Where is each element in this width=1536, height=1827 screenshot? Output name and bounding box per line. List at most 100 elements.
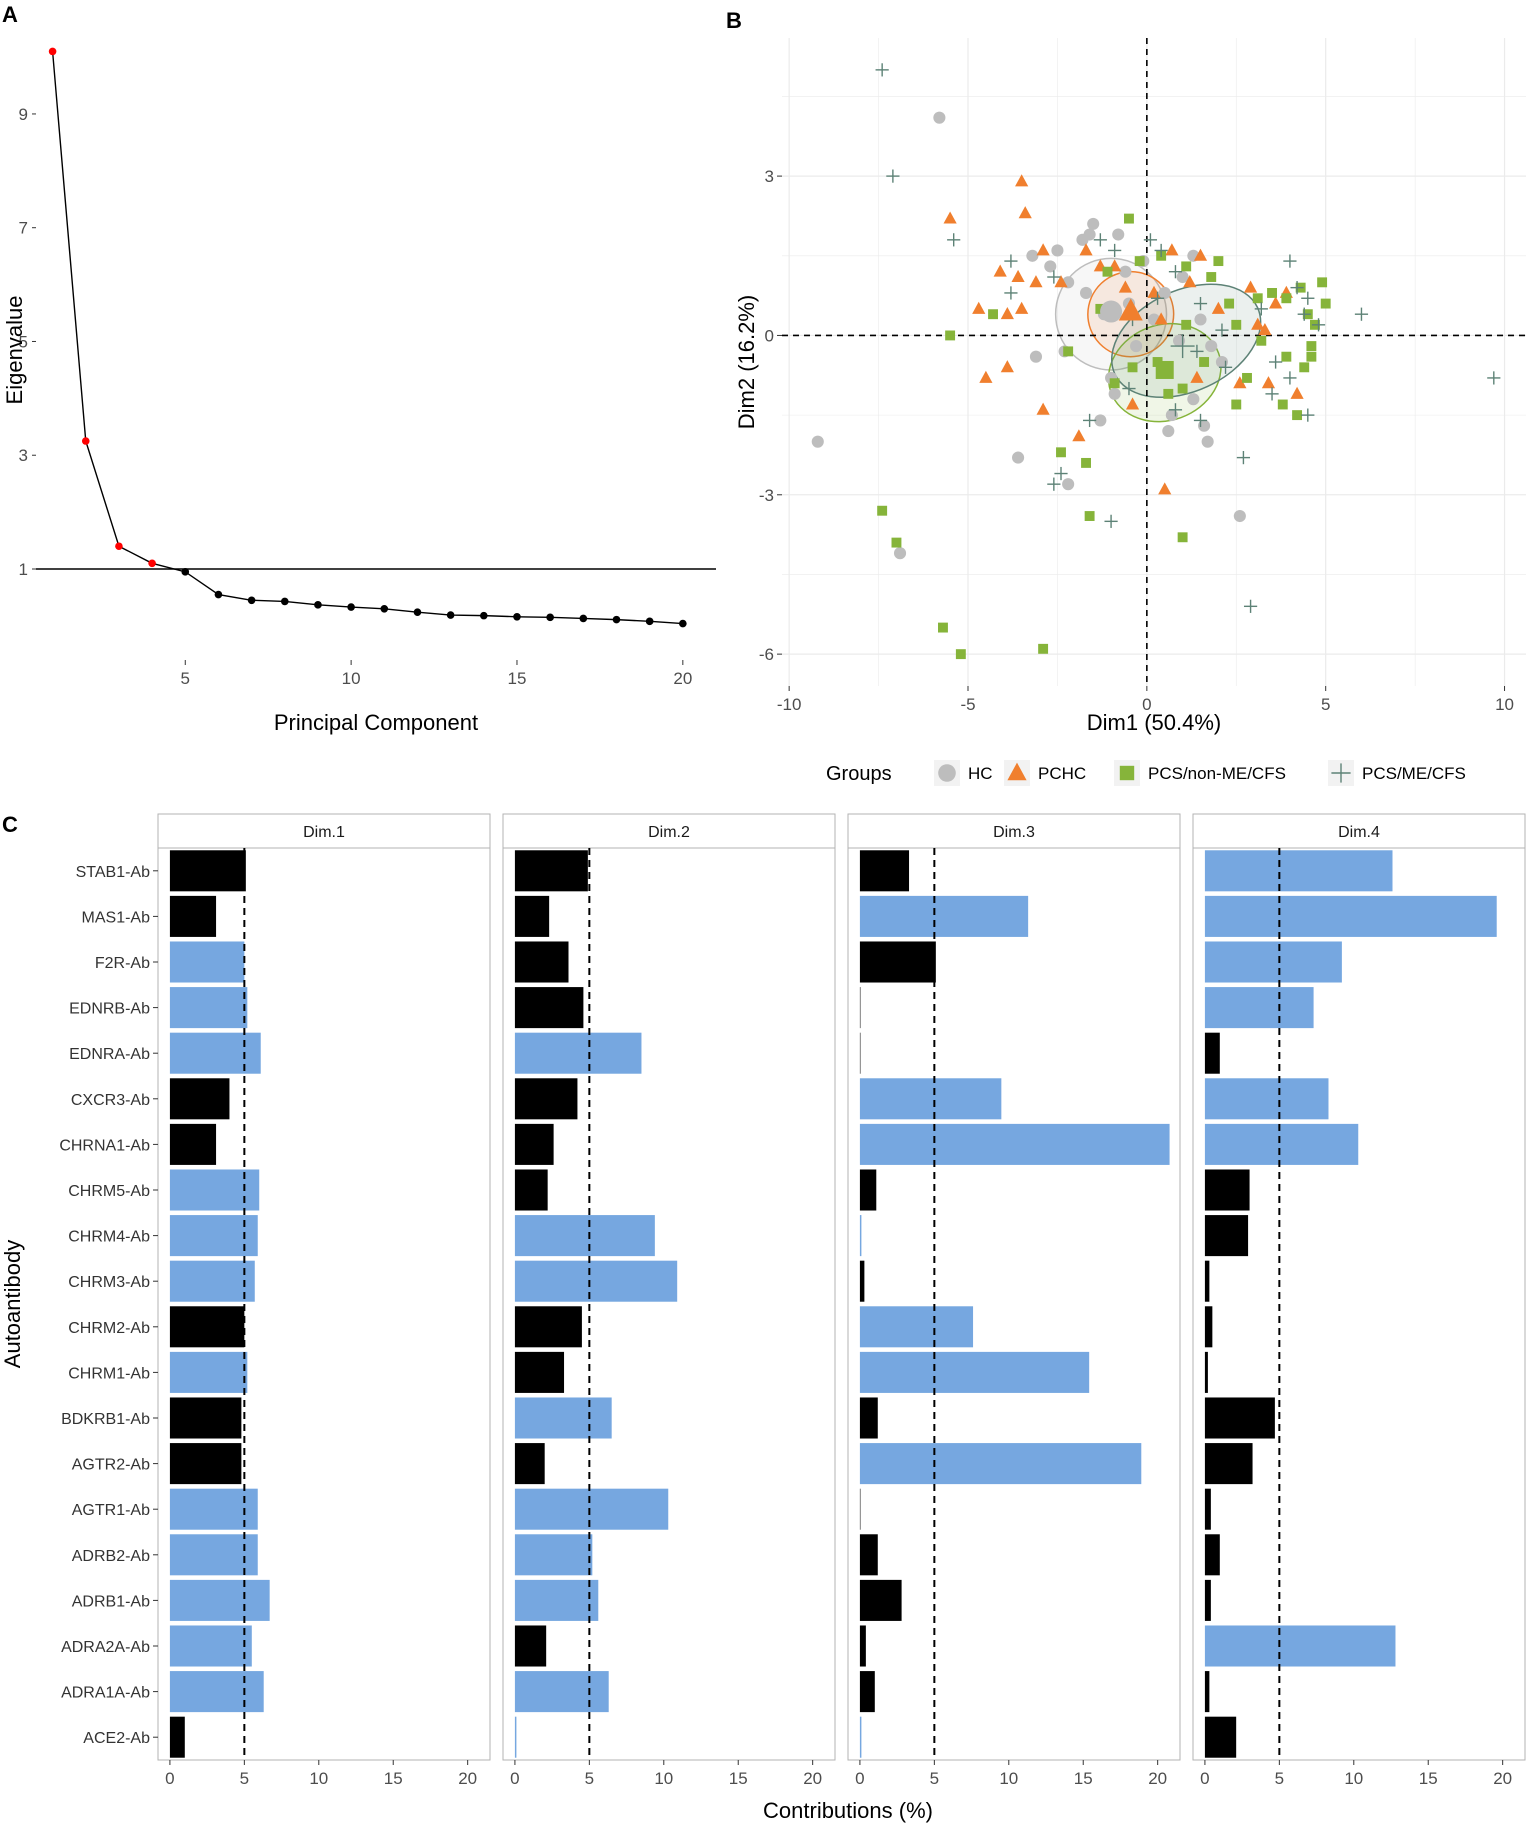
contribution-bar <box>514 1169 548 1211</box>
data-point <box>1281 293 1292 304</box>
x-tick-label: 15 <box>1074 1769 1093 1788</box>
contribution-bar <box>859 1306 974 1348</box>
y-axis-title: Eigenvalue <box>2 296 27 405</box>
panel-a-scree-plot: A 5 10 15 20 1 3 5 7 9 Principal Component Eigen… <box>2 2 716 735</box>
data-point <box>1215 323 1229 337</box>
contribution-bar <box>169 941 245 983</box>
contribution-bar <box>859 1169 877 1211</box>
contribution-bar <box>859 1579 902 1621</box>
x-tick-label: 0 <box>1200 1769 1209 1788</box>
category-label: ADRB1-Ab <box>72 1593 150 1610</box>
category-label: ADRA2A-Ab <box>61 1639 150 1656</box>
data-point <box>1004 286 1018 300</box>
data-point <box>1258 322 1272 336</box>
data-point <box>1236 451 1251 465</box>
data-point <box>1283 371 1297 385</box>
eigenvalue-point <box>380 605 389 613</box>
eigenvalue-point <box>181 568 190 576</box>
data-point <box>1277 399 1288 410</box>
data-point <box>1269 296 1283 309</box>
contribution-bar <box>859 987 861 1029</box>
facet-label: Dim.2 <box>648 824 690 841</box>
x-tick-label: 20 <box>1493 1769 1512 1788</box>
data-point <box>1015 174 1029 187</box>
y-tick-label: 1 <box>19 560 28 579</box>
panel-letter-c: C <box>2 812 18 837</box>
category-label: CHRM3-Ab <box>68 1274 150 1291</box>
data-point <box>1201 435 1214 448</box>
legend-symbol <box>1007 762 1027 781</box>
eigenvalue-point <box>679 619 687 628</box>
legend: Groups HC PCHC PCS/non-ME/CFS PCS/ME/CFS <box>826 760 1466 786</box>
contribution-bar <box>1204 941 1342 983</box>
data-point <box>1004 254 1018 268</box>
data-point <box>1054 466 1068 481</box>
contribution-bar <box>169 1625 252 1667</box>
data-point <box>1224 298 1235 309</box>
eigenvalue-point <box>645 617 654 626</box>
category-label: ADRA1A-Ab <box>61 1685 150 1702</box>
data-point <box>1177 532 1188 543</box>
y-tick-label: 7 <box>19 219 28 238</box>
data-point <box>1233 509 1246 523</box>
data-point <box>1051 244 1064 257</box>
x-tick-label: 20 <box>673 669 692 688</box>
x-tick-label: 5 <box>240 1769 249 1788</box>
eigenvalue-point <box>81 437 90 445</box>
data-point <box>955 649 966 660</box>
data-point <box>1306 351 1317 362</box>
facet-dim-3: Dim.3 0 5 10 15 20 <box>847 813 1181 1788</box>
x-tick-label: 10 <box>999 1769 1018 1788</box>
contribution-bar <box>1204 1488 1211 1530</box>
data-point <box>933 111 946 124</box>
contribution-bar <box>169 1260 255 1302</box>
data-point <box>1018 206 1032 219</box>
contribution-bar <box>169 1443 242 1485</box>
category-label: F2R-Ab <box>95 955 150 972</box>
category-label: CHRM5-Ab <box>68 1183 150 1200</box>
data-point <box>1158 482 1172 495</box>
data-point <box>1311 318 1326 332</box>
data-point <box>943 211 957 224</box>
x-tick-label: 5 <box>181 669 190 688</box>
contribution-bar <box>514 1351 565 1393</box>
data-point <box>1012 451 1025 464</box>
data-point <box>1084 511 1095 521</box>
category-label: EDNRA-Ab <box>69 1046 150 1063</box>
data-point <box>893 547 907 560</box>
facet-strip <box>847 813 1181 849</box>
contribution-bar <box>169 895 217 937</box>
contribution-bar <box>514 895 550 937</box>
x-tick-label: 15 <box>384 1769 403 1788</box>
data-point <box>1199 357 1210 367</box>
legend-label: PCHC <box>1038 764 1086 783</box>
contribution-bar <box>1204 1260 1210 1302</box>
contribution-bar <box>514 1032 642 1074</box>
data-point <box>1094 414 1107 427</box>
contribution-bar <box>859 1032 861 1074</box>
y-axis-title: Autoantibody <box>0 1240 25 1368</box>
facet-panel <box>1192 847 1526 1761</box>
x-tick-label: 0 <box>1142 695 1151 714</box>
facet-strip <box>157 813 491 849</box>
facet-strip <box>1192 813 1526 849</box>
contribution-bar <box>859 941 936 983</box>
data-point <box>1104 514 1118 528</box>
data-point <box>1267 288 1277 298</box>
contribution-bar <box>169 1488 258 1530</box>
x-tick-label: 10 <box>654 1769 673 1788</box>
contribution-bar <box>859 1625 866 1667</box>
data-point <box>1243 599 1258 613</box>
legend-label: PCS/non-ME/CFS <box>1148 764 1286 783</box>
data-point <box>1187 393 1200 406</box>
contribution-bar <box>859 1397 878 1439</box>
data-point <box>1297 307 1311 321</box>
data-point <box>1290 281 1304 295</box>
x-tick-label: 0 <box>855 1769 864 1788</box>
contribution-bar <box>1204 1306 1213 1348</box>
data-point <box>1150 291 1165 305</box>
data-point <box>1306 341 1317 352</box>
contribution-bar <box>169 1397 242 1439</box>
data-point <box>1079 286 1093 300</box>
y-tick-label: 0 <box>765 326 774 345</box>
